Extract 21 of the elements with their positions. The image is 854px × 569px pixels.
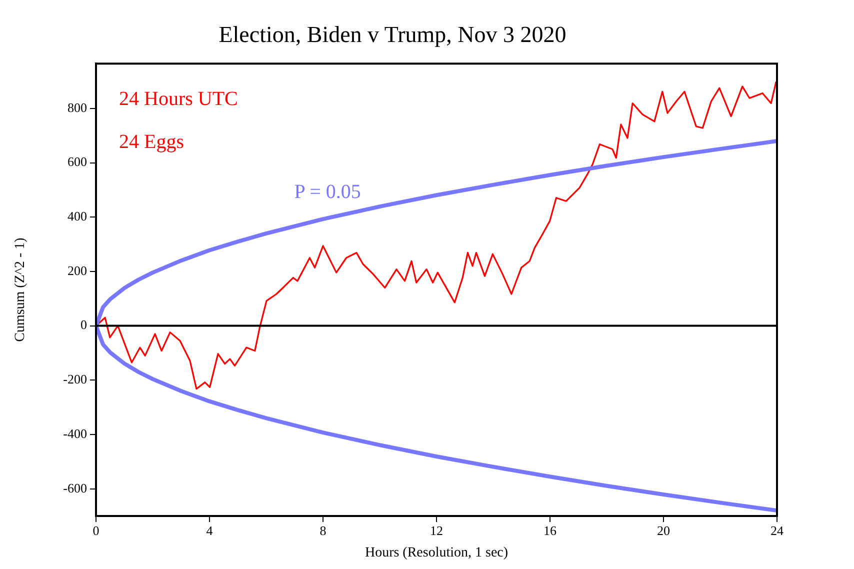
- annotation: 24 Hours UTC: [119, 88, 238, 110]
- chart-title: Election, Biden v Trump, Nov 3 2020: [218, 22, 566, 47]
- x-tick-label: 8: [320, 523, 326, 538]
- x-tick-label: 12: [430, 523, 443, 538]
- x-tick-label: 4: [206, 523, 214, 538]
- annotation: P = 0.05: [294, 180, 361, 203]
- y-tick-label: 200: [68, 262, 87, 278]
- annotation: 24 Eggs: [119, 130, 184, 153]
- x-axis-title: Hours (Resolution, 1 sec): [364, 545, 508, 560]
- y-tick-label: -600: [63, 480, 87, 496]
- y-tick-label: 400: [68, 208, 87, 224]
- x-tick-label: 0: [92, 523, 100, 538]
- y-tick-label: 600: [68, 154, 87, 170]
- x-tick-label: 20: [657, 523, 670, 538]
- y-tick-label: -200: [63, 372, 87, 387]
- y-tick-label: 800: [68, 100, 87, 115]
- x-tick-label: 16: [544, 523, 557, 538]
- y-axis-title: Cumsum (Z^2 - 1): [13, 237, 28, 342]
- x-tick-label: 24: [770, 523, 784, 538]
- y-tick-label: -400: [63, 426, 87, 441]
- y-tick-label: 0: [80, 317, 87, 332]
